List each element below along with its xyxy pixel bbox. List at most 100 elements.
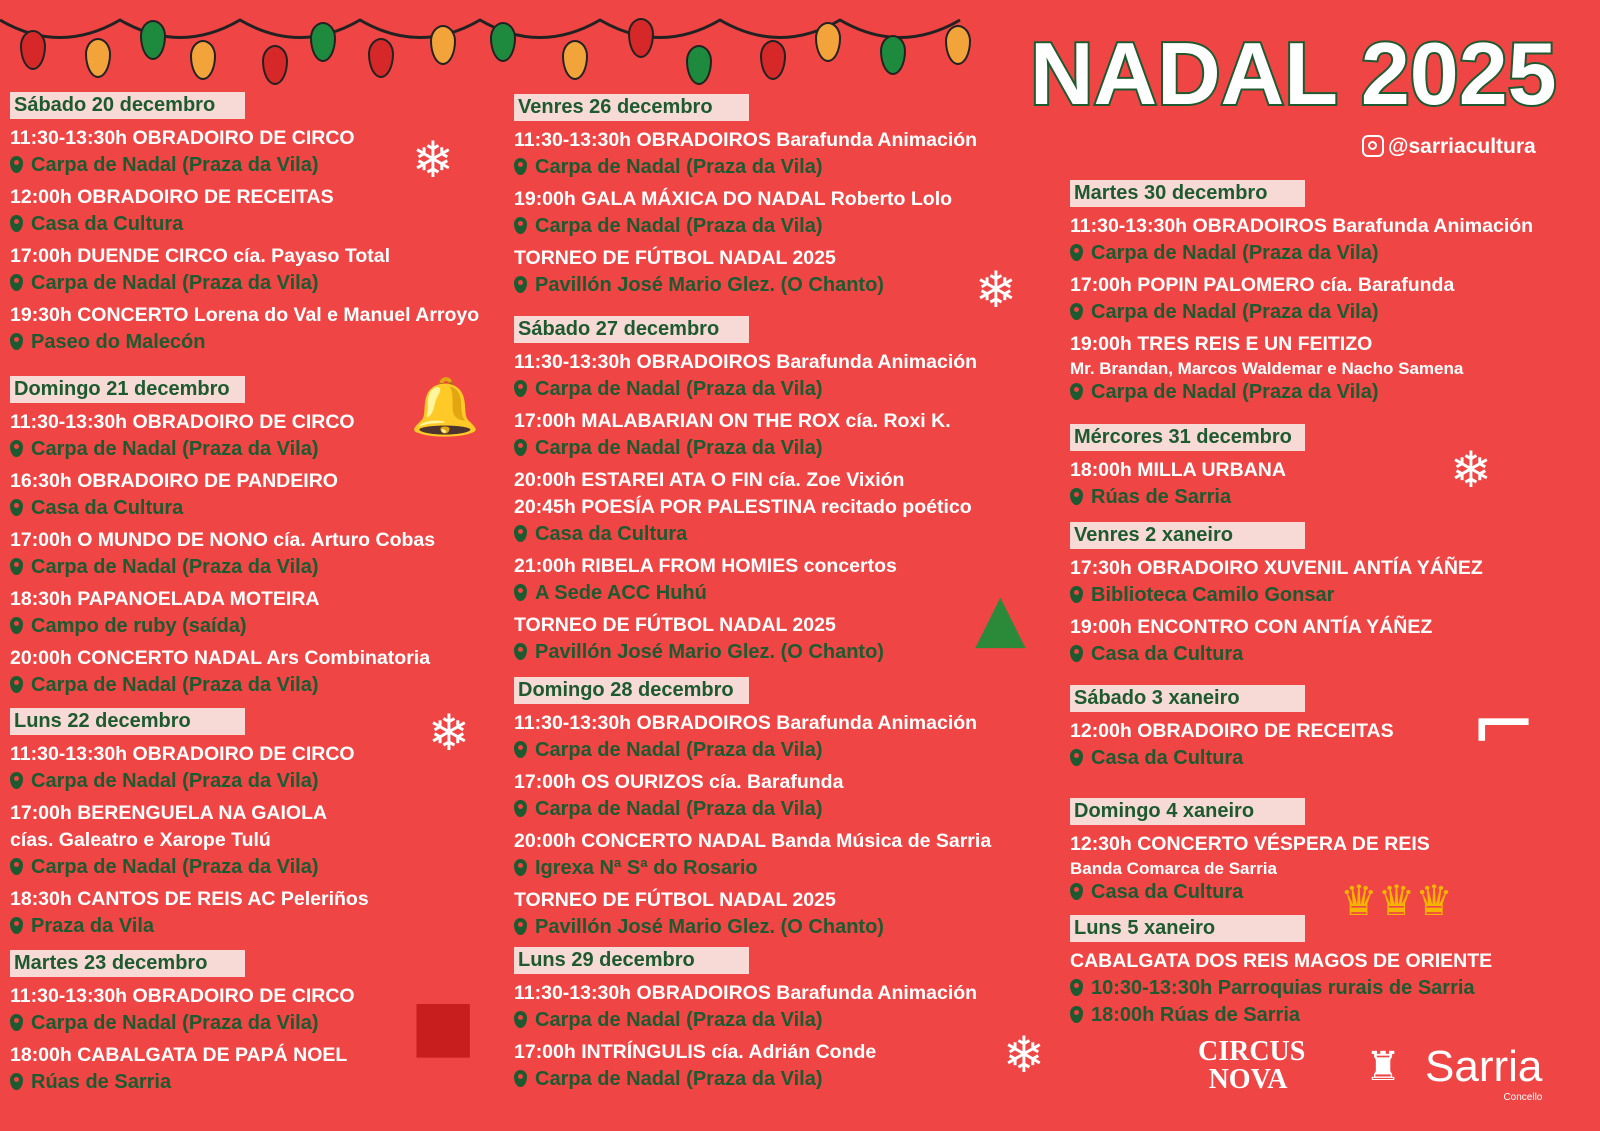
- event-location: A Sede ACC Huhú: [514, 580, 977, 607]
- event-location: Carpa de Nadal (Praza da Vila): [1070, 240, 1533, 267]
- event-title: 19:00h TRES REIS E UN FEITIZO: [1070, 331, 1533, 358]
- line-text: 17:00h DUENDE CIRCO cía. Payaso Total: [10, 245, 391, 267]
- light-bulb-icon: [945, 25, 971, 65]
- line-text: Pavillón José Mario Glez. (O Chanto): [535, 641, 884, 663]
- event-title: 11:30-13:30h OBRADOIROS Barafunda Animac…: [514, 980, 977, 1007]
- location-pin-icon: [514, 918, 527, 935]
- event-location: Carpa de Nadal (Praza da Vila): [10, 152, 479, 179]
- light-bulb-icon: [190, 40, 216, 80]
- line-text: Carpa de Nadal (Praza da Vila): [1091, 242, 1379, 264]
- light-bulb-icon: [628, 18, 654, 58]
- line-text: Casa da Cultura: [1091, 643, 1244, 665]
- line-text: 11:30-13:30h OBRADOIRO DE CIRCO: [10, 411, 355, 433]
- event-item: TORNEO DE FÚTBOL NADAL 2025 Pavillón José…: [514, 245, 977, 299]
- location-pin-icon: [1070, 488, 1083, 505]
- event-title: 12:30h CONCERTO VÉSPERA DE REIS: [1070, 831, 1430, 858]
- location-pin-icon: [1070, 749, 1083, 766]
- event-location: Carpa de Nadal (Praza da Vila): [10, 436, 435, 463]
- line-text: 11:30-13:30h OBRADOIROS Barafunda Animac…: [514, 351, 978, 373]
- line-text: Carpa de Nadal (Praza da Vila): [535, 437, 823, 459]
- event-location: Pavillón José Mario Glez. (O Chanto): [514, 639, 977, 666]
- instagram-icon: [1362, 135, 1384, 157]
- line-text: 17:00h POPIN PALOMERO cía. Barafunda: [1070, 274, 1455, 296]
- event-item: 19:00h GALA MÁXICA DO NADAL Roberto Lolo…: [514, 186, 977, 240]
- instagram-handle[interactable]: @sarriacultura: [1362, 134, 1536, 160]
- event-title: TORNEO DE FÚTBOL NADAL 2025: [514, 245, 977, 272]
- location-pin-icon: [1070, 645, 1083, 662]
- line-text: Mr. Brandan, Marcos Waldemar e Nacho Sam…: [1070, 359, 1464, 378]
- line-text: Carpa de Nadal (Praza da Vila): [535, 798, 823, 820]
- line-text: 11:30-13:30h OBRADOIROS Barafunda Animac…: [1070, 215, 1534, 237]
- sarria-logo-sub: Concello: [1503, 1092, 1543, 1103]
- stocking-icon: ■: [410, 984, 477, 1066]
- line-text: 12:30h CONCERTO VÉSPERA DE REIS: [1070, 833, 1430, 855]
- event-title: 11:30-13:30h OBRADOIRO DE CIRCO: [10, 409, 435, 436]
- line-text: 17:30h OBRADOIRO XUVENIL ANTÍA YÁÑEZ: [1070, 557, 1483, 579]
- line-text: 17:00h BERENGUELA NA GAIOLA: [10, 802, 328, 824]
- line-text: Carpa de Nadal (Praza da Vila): [31, 1012, 319, 1034]
- day-block: Mércores 31 decembro 18:00h MILLA URBANA R…: [1070, 424, 1305, 516]
- line-text: Casa da Cultura: [31, 213, 184, 235]
- line-text: 19:30h CONCERTO Lorena do Val e Manuel A…: [10, 304, 480, 326]
- event-title: 11:30-13:30h OBRADOIRO DE CIRCO: [10, 983, 355, 1010]
- day-header: Sábado 3 xaneiro: [1070, 685, 1305, 712]
- event-location: Carpa de Nadal (Praza da Vila): [10, 1010, 355, 1037]
- event-location: Carpa de Nadal (Praza da Vila): [514, 435, 977, 462]
- event-title: 17:00h POPIN PALOMERO cía. Barafunda: [1070, 272, 1533, 299]
- event-location: Carpa de Nadal (Praza da Vila): [1070, 299, 1533, 326]
- day-block: Venres 2 xaneiro 17:30h OBRADOIRO XUVENIL…: [1070, 522, 1483, 673]
- event-title: 11:30-13:30h OBRADOIROS Barafunda Animac…: [514, 710, 991, 737]
- event-location: Carpa de Nadal (Praza da Vila): [514, 1066, 977, 1093]
- line-text: Carpa de Nadal (Praza da Vila): [31, 272, 319, 294]
- event-item: 18:30h CANTOS DE REIS AC Peleriños Praza …: [10, 886, 369, 940]
- location-pin-icon: [10, 558, 23, 575]
- day-block: Luns 29 decembro 11:30-13:30h OBRADOIROS …: [514, 947, 977, 1098]
- line-text: 11:30-13:30h OBRADOIROS Barafunda Animac…: [514, 982, 978, 1004]
- line-text: Rúas de Sarria: [1091, 486, 1232, 508]
- event-item: 19:30h CONCERTO Lorena do Val e Manuel A…: [10, 302, 479, 356]
- day-block: Venres 26 decembro 11:30-13:30h OBRADOIRO…: [514, 94, 977, 304]
- line-text: Carpa de Nadal (Praza da Vila): [535, 1068, 823, 1090]
- location-pin-icon: [10, 676, 23, 693]
- event-location: Carpa de Nadal (Praza da Vila): [514, 213, 977, 240]
- day-block: Domingo 21 decembro 11:30-13:30h OBRADOIR…: [10, 376, 435, 704]
- line-text: CABALGATA DOS REIS MAGOS DE ORIENTE: [1070, 950, 1493, 972]
- location-pin-icon: [514, 276, 527, 293]
- event-location: Carpa de Nadal (Praza da Vila): [10, 854, 369, 881]
- day-block: Luns 22 decembro 11:30-13:30h OBRADOIRO D…: [10, 708, 369, 945]
- event-item: 11:30-13:30h OBRADOIROS Barafunda Animac…: [1070, 213, 1533, 267]
- event-item: TORNEO DE FÚTBOL NADAL 2025 Pavillón José…: [514, 612, 977, 666]
- event-title: 11:30-13:30h OBRADOIROS Barafunda Animac…: [514, 127, 977, 154]
- event-item: 12:00h OBRADOIRO DE RECEITAS Casa da Cult…: [10, 184, 479, 238]
- event-title: 18:30h CANTOS DE REIS AC Peleriños: [10, 886, 369, 913]
- candy-cane-icon: ⌐: [1470, 678, 1538, 771]
- location-pin-icon: [514, 1011, 527, 1028]
- location-pin-icon: [10, 1014, 23, 1031]
- day-header: Martes 23 decembro: [10, 950, 245, 977]
- line-text: Praza da Vila: [31, 915, 155, 937]
- event-item: 11:30-13:30h OBRADOIROS Barafunda Animac…: [514, 349, 977, 403]
- location-pin-icon: [514, 380, 527, 397]
- event-title: 18:30h PAPANOELADA MOTEIRA: [10, 586, 435, 613]
- day-header: Venres 26 decembro: [514, 94, 749, 121]
- day-header: Sábado 20 decembro: [10, 92, 245, 119]
- day-header: Martes 30 decembro: [1070, 180, 1305, 207]
- event-location: Carpa de Nadal (Praza da Vila): [10, 554, 435, 581]
- location-pin-icon: [1070, 383, 1083, 400]
- day-header: Luns 5 xaneiro: [1070, 915, 1305, 942]
- location-pin-icon: [514, 741, 527, 758]
- event-title: CABALGATA DOS REIS MAGOS DE ORIENTE: [1070, 948, 1492, 975]
- event-title: 17:00h OS OURIZOS cía. Barafunda: [514, 769, 991, 796]
- instagram-label: @sarriacultura: [1388, 135, 1536, 158]
- day-block: Domingo 4 xaneiro 12:30h CONCERTO VÉSPERA…: [1070, 798, 1430, 911]
- event-location: Pavillón José Mario Glez. (O Chanto): [514, 272, 977, 299]
- light-bulb-icon: [490, 22, 516, 62]
- event-item: 19:00h ENCONTRO CON ANTÍA YÁÑEZ Casa da C…: [1070, 614, 1483, 668]
- crowns-icon: ♛♛♛: [1340, 876, 1453, 925]
- event-item: 17:00h POPIN PALOMERO cía. Barafunda Carp…: [1070, 272, 1533, 326]
- location-pin-icon: [514, 1070, 527, 1087]
- event-title: 20:00h ESTAREI ATA O FIN cía. Zoe Vixión: [514, 467, 977, 494]
- line-text: TORNEO DE FÚTBOL NADAL 2025: [514, 614, 836, 636]
- line-text: Banda Comarca de Sarria: [1070, 859, 1277, 878]
- line-text: Paseo do Malecón: [31, 331, 206, 353]
